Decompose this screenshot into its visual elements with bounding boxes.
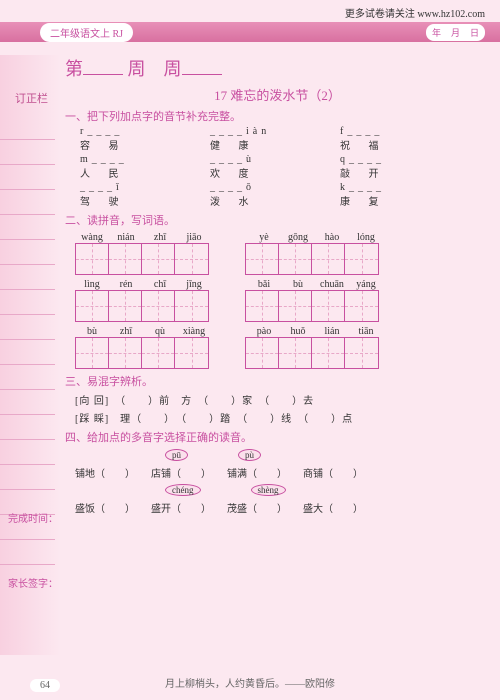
- lesson-title: 17 难忘的泼水节（2）: [65, 85, 490, 104]
- year-label: 年: [432, 26, 441, 39]
- week-heading: 第 周 周: [65, 55, 490, 81]
- section-2-label: 二、读拼音，写词语。: [65, 212, 490, 228]
- main-content: 第 周 周 17 难忘的泼水节（2） 一、把下列加点字的音节补充完整。 r___…: [65, 55, 490, 515]
- correction-sidebar: 订正栏: [0, 55, 60, 655]
- section-4-label: 四、给加点的多音字选择正确的读音。: [65, 429, 490, 445]
- sidebar-title: 订正栏: [15, 90, 48, 106]
- top-bar: 二年级语文上 RJ 年 月 日: [0, 22, 500, 42]
- sidebar-lines: [0, 115, 55, 565]
- footer-quote: 月上柳梢头，人约黄昏后。——欧阳修: [0, 675, 500, 690]
- pinyin-grids: wàngniánzhījiāoyègōnghàolónglìngrénchījī…: [65, 232, 490, 369]
- month-label: 月: [451, 26, 460, 39]
- section-3-label: 三、易混字辨析。: [65, 373, 490, 389]
- q4-ovals-1: pūpù: [165, 449, 490, 461]
- day-label: 日: [470, 26, 479, 39]
- parent-sign-label: 家长签字：: [8, 575, 58, 590]
- q4-ovals-2: chéngshèng: [165, 484, 490, 496]
- header-link: 更多试卷请关注 www.hz102.com: [345, 5, 485, 20]
- q4-row-1: 铺地（ ）店铺（ ）铺满（ ）商铺（ ）: [75, 465, 490, 480]
- q3-row-2: [踩 睬] 理（ ） （ ）踏 （ ）线 （ ）点: [75, 410, 490, 425]
- completion-time-label: 完成时间：: [8, 510, 58, 525]
- q3-row-1: [向 回] （ ）前 方 （ ）家 （ ）去: [75, 392, 490, 407]
- q1-content: r____容 易____iàn健 康f____祝 福 m____人 民____ù…: [80, 126, 490, 208]
- grade-badge: 二年级语文上 RJ: [40, 23, 133, 42]
- q4-row-2: 盛饭（ ）盛开（ ）茂盛（ ）盛大（ ）: [75, 500, 490, 515]
- date-fields: 年 月 日: [426, 24, 485, 41]
- section-1-label: 一、把下列加点字的音节补充完整。: [65, 108, 490, 124]
